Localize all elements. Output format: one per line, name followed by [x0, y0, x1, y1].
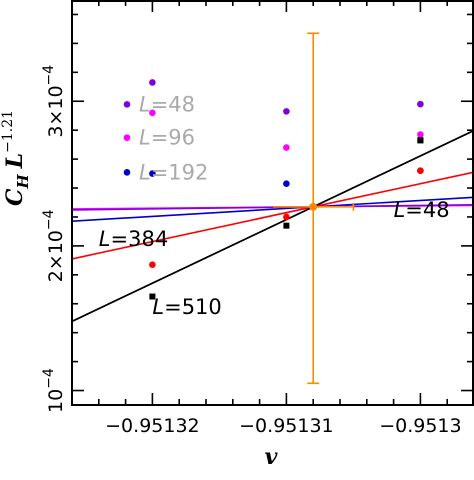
legend-marker-1 — [123, 134, 131, 141]
annotation-label-0: L=48 — [139, 92, 195, 116]
data-point-4-1 — [283, 222, 290, 229]
data-point-1-1 — [283, 144, 290, 151]
annotation-layer: L=48 L=96 L=192 L=384 L=510 L=48 — [99, 92, 450, 319]
y-tick-label-1: 2×10−4 — [41, 209, 67, 282]
crossing-layer — [273, 32, 355, 385]
x-axis-title: v — [265, 444, 278, 470]
y-title-base: C — [2, 188, 28, 206]
data-point-3-0 — [149, 261, 156, 268]
plot-frame — [71, 0, 474, 406]
annotation-label-5: L=48 — [394, 198, 450, 222]
y-title-L: L — [2, 153, 28, 169]
y-tick-label-2: 3×10−4 — [41, 65, 67, 138]
y-title-exp: −1.21 — [0, 110, 16, 153]
x-tick-label-1: −0.95131 — [239, 415, 334, 437]
legend-marker-2 — [123, 169, 131, 176]
data-point-2-0 — [149, 170, 156, 177]
y-title-sub: H — [14, 174, 32, 190]
data-point-3-2 — [417, 167, 424, 174]
data-point-4-0 — [149, 293, 156, 300]
data-point-2-1 — [283, 180, 290, 187]
annotation-label-2: L=192 — [139, 160, 208, 184]
annotation-label-4: L=510 — [152, 295, 221, 319]
annotation-label-3: L=384 — [99, 227, 168, 251]
x-tick-label-2: −0.9513 — [379, 415, 461, 437]
svg-text:CHL−1.21: CHL−1.21 — [0, 110, 32, 206]
y-axis-title: CHL−1.21 — [0, 110, 32, 206]
series-line-4 — [72, 129, 474, 323]
series-line-2 — [72, 196, 474, 222]
x-tick-label-0: −0.95132 — [105, 415, 200, 437]
data-point-5-0 — [149, 79, 156, 86]
series-line-3 — [72, 171, 474, 260]
plot-border — [71, 0, 474, 406]
data-point-5-2 — [417, 100, 424, 108]
data-point-1-2 — [417, 131, 424, 138]
y-tick-label-0: 10−4 — [41, 368, 67, 413]
data-point-3-1 — [283, 213, 290, 221]
crossing-point — [309, 202, 318, 211]
points-layer — [149, 79, 424, 300]
ticks-layer: −0.95132 −0.95131 −0.9513 10−4 2×10−4 3×10−4 — [41, 0, 474, 437]
data-point-1-0 — [149, 109, 156, 117]
data-point-4-2 — [417, 137, 424, 144]
annotation-label-1: L=96 — [139, 126, 195, 150]
data-point-5-1 — [283, 108, 290, 115]
legend-marker-0 — [123, 101, 131, 108]
